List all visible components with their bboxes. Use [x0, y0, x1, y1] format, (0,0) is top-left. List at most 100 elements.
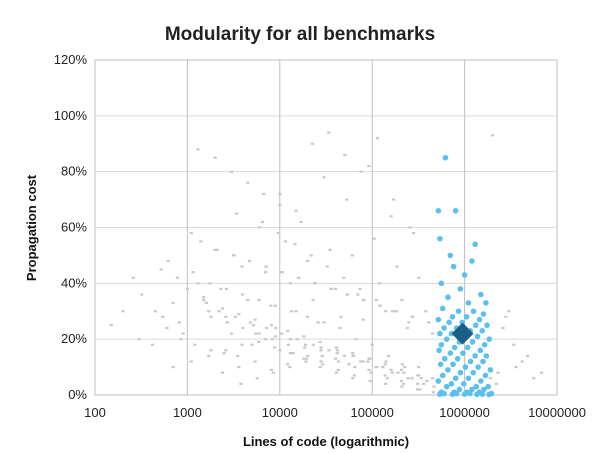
target-point	[486, 336, 493, 342]
target-point	[479, 391, 486, 397]
benchmark-point	[285, 363, 290, 366]
benchmark-point	[539, 371, 544, 374]
benchmark-point	[189, 360, 193, 363]
target-point	[469, 386, 475, 393]
benchmark-point	[532, 377, 536, 380]
benchmark-point	[306, 259, 310, 263]
benchmark-point	[359, 360, 363, 363]
benchmark-point	[288, 352, 292, 355]
benchmark-point	[425, 379, 429, 383]
benchmark-point	[306, 354, 310, 358]
target-point	[445, 294, 451, 301]
benchmark-point	[271, 371, 275, 374]
benchmark-point	[204, 301, 208, 304]
target-point	[472, 353, 478, 359]
target-point	[455, 308, 462, 315]
benchmark-point	[196, 282, 200, 285]
benchmark-point	[202, 298, 206, 302]
benchmark-point	[512, 343, 516, 346]
benchmark-point	[171, 301, 175, 304]
target-point	[476, 316, 483, 323]
benchmark-point	[370, 343, 374, 346]
benchmark-point	[400, 363, 404, 366]
target-point	[481, 386, 487, 393]
benchmark-point	[399, 368, 404, 371]
x-tick-label: 10000	[262, 405, 298, 420]
benchmark-point	[353, 365, 357, 369]
benchmark-point	[402, 382, 406, 385]
target-point	[462, 364, 469, 370]
benchmark-point	[237, 312, 241, 316]
target-point	[474, 333, 481, 340]
benchmark-point	[257, 226, 261, 229]
y-tick-label: 100%	[54, 108, 88, 123]
benchmark-point	[240, 293, 245, 296]
benchmark-point	[302, 335, 306, 338]
target-point	[467, 390, 473, 397]
benchmark-point	[248, 321, 252, 324]
target-point	[479, 327, 485, 334]
benchmark-point	[222, 352, 226, 355]
benchmark-point	[257, 340, 261, 344]
benchmark-point	[351, 352, 355, 355]
benchmark-point	[342, 276, 346, 279]
benchmark-point	[303, 343, 308, 346]
target-point	[436, 347, 442, 354]
benchmark-point	[320, 363, 325, 366]
benchmark-point	[213, 248, 217, 251]
target-point	[456, 386, 463, 393]
target-point	[452, 207, 459, 214]
benchmark-point	[402, 371, 406, 374]
benchmark-point	[405, 326, 409, 330]
target-point	[460, 381, 467, 387]
target-point	[443, 336, 450, 342]
target-point	[443, 383, 450, 390]
benchmark-point	[225, 321, 229, 324]
benchmark-point	[302, 357, 306, 360]
benchmark-point	[359, 170, 363, 173]
benchmark-point	[229, 170, 234, 173]
target-point	[441, 390, 447, 397]
benchmark-point	[288, 365, 292, 369]
x-axis-label: Lines of code (logarithmic)	[243, 434, 409, 449]
y-axis-label: Propagation cost	[24, 174, 39, 281]
benchmark-point	[400, 298, 404, 302]
benchmark-point	[350, 254, 354, 257]
benchmark-point	[422, 382, 426, 385]
benchmark-point	[374, 365, 378, 369]
benchmark-point	[318, 340, 322, 344]
target-point	[439, 372, 446, 379]
x-tick-label: 1000000	[439, 405, 490, 420]
benchmark-point	[150, 343, 155, 346]
benchmark-point	[335, 349, 339, 352]
target-point	[461, 272, 468, 278]
benchmark-point	[410, 315, 415, 318]
benchmark-point	[137, 338, 141, 341]
benchmark-point	[293, 243, 297, 246]
benchmark-point	[191, 271, 195, 274]
benchmark-point	[207, 310, 211, 313]
y-tick-label: 120%	[54, 52, 88, 67]
benchmark-point	[231, 254, 236, 257]
target-point	[445, 367, 451, 373]
x-tick-label: 1000	[173, 405, 202, 420]
benchmark-point	[490, 134, 495, 137]
target-point	[486, 391, 492, 398]
benchmark-point	[416, 374, 420, 377]
benchmark-point	[306, 315, 310, 318]
target-point	[477, 347, 484, 354]
target-point	[487, 367, 494, 373]
benchmark-point	[109, 324, 113, 327]
benchmark-point	[389, 368, 393, 371]
y-tick-label: 60%	[61, 220, 87, 235]
benchmark-point	[343, 153, 347, 157]
benchmark-point	[431, 391, 436, 394]
benchmark-point	[368, 379, 372, 383]
benchmark-point	[496, 371, 500, 374]
target-point	[457, 369, 464, 376]
target-point	[464, 344, 471, 351]
benchmark-point	[335, 352, 339, 355]
benchmark-point	[395, 265, 399, 268]
y-tick-label: 20%	[61, 331, 87, 346]
benchmark-point	[334, 371, 339, 374]
